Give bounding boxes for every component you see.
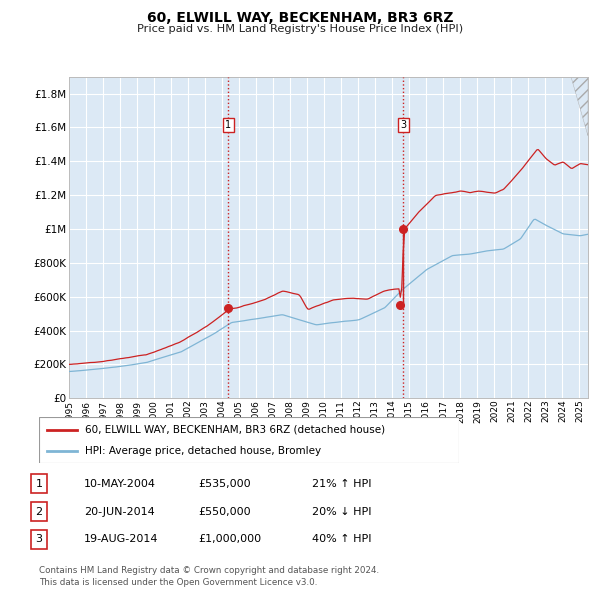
FancyBboxPatch shape [31,502,47,521]
Text: 2: 2 [35,507,43,516]
Text: Price paid vs. HM Land Registry's House Price Index (HPI): Price paid vs. HM Land Registry's House … [137,24,463,34]
Text: Contains HM Land Registry data © Crown copyright and database right 2024.
This d: Contains HM Land Registry data © Crown c… [39,566,379,587]
Text: 60, ELWILL WAY, BECKENHAM, BR3 6RZ (detached house): 60, ELWILL WAY, BECKENHAM, BR3 6RZ (deta… [85,425,385,435]
FancyBboxPatch shape [31,530,47,549]
Text: 10-MAY-2004: 10-MAY-2004 [84,479,156,489]
Text: 60, ELWILL WAY, BECKENHAM, BR3 6RZ: 60, ELWILL WAY, BECKENHAM, BR3 6RZ [147,11,453,25]
Text: 40% ↑ HPI: 40% ↑ HPI [312,535,371,544]
Text: HPI: Average price, detached house, Bromley: HPI: Average price, detached house, Brom… [85,445,322,455]
FancyBboxPatch shape [31,474,47,493]
Text: 3: 3 [35,535,43,544]
Polygon shape [571,77,588,136]
Text: £535,000: £535,000 [198,479,251,489]
Text: £1,000,000: £1,000,000 [198,535,261,544]
Text: 1: 1 [35,479,43,489]
Text: 1: 1 [225,120,232,130]
Text: 19-AUG-2014: 19-AUG-2014 [84,535,158,544]
Text: 20% ↓ HPI: 20% ↓ HPI [312,507,371,516]
Text: £550,000: £550,000 [198,507,251,516]
Text: 3: 3 [400,120,406,130]
Text: 21% ↑ HPI: 21% ↑ HPI [312,479,371,489]
Text: 20-JUN-2014: 20-JUN-2014 [84,507,155,516]
